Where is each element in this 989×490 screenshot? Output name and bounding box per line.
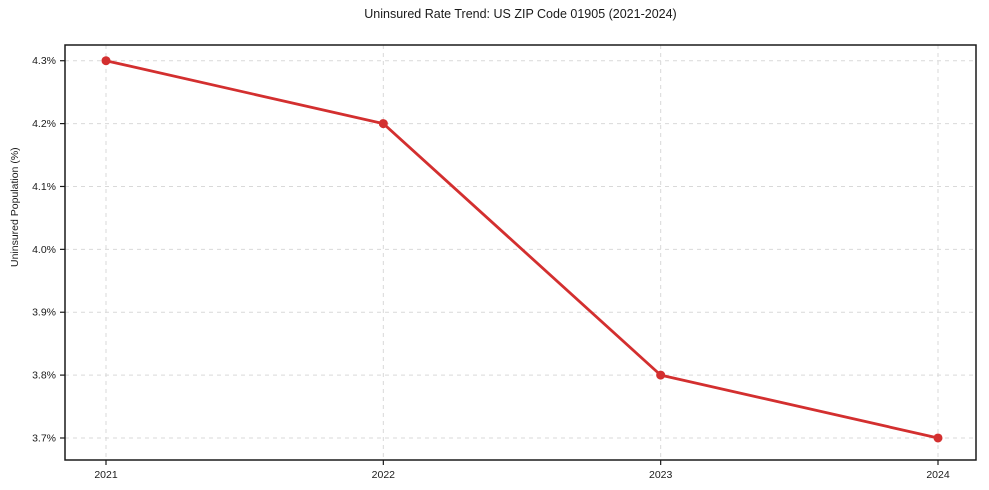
plot-border bbox=[64, 44, 977, 461]
y-tick-label: 3.9% bbox=[32, 307, 56, 319]
data-point-marker bbox=[933, 433, 943, 443]
y-tick-label: 3.7% bbox=[32, 432, 56, 444]
y-tick-label: 4.3% bbox=[32, 55, 56, 67]
y-tick-label: 4.2% bbox=[32, 118, 56, 130]
data-point-marker bbox=[378, 119, 388, 129]
y-tick-label: 4.1% bbox=[32, 181, 56, 193]
x-tick-label: 2024 bbox=[926, 469, 950, 481]
x-tick-label: 2022 bbox=[372, 469, 396, 481]
x-tick-label: 2021 bbox=[94, 469, 118, 481]
trend-line bbox=[104, 59, 940, 440]
y-tick-label: 4.0% bbox=[32, 244, 56, 256]
chart-title: Uninsured Rate Trend: US ZIP Code 01905 … bbox=[364, 7, 677, 21]
data-point-marker bbox=[656, 370, 666, 380]
data-point-marker bbox=[101, 56, 111, 66]
x-tick-label: 2023 bbox=[649, 469, 673, 481]
y-tick-label: 3.8% bbox=[32, 370, 56, 382]
